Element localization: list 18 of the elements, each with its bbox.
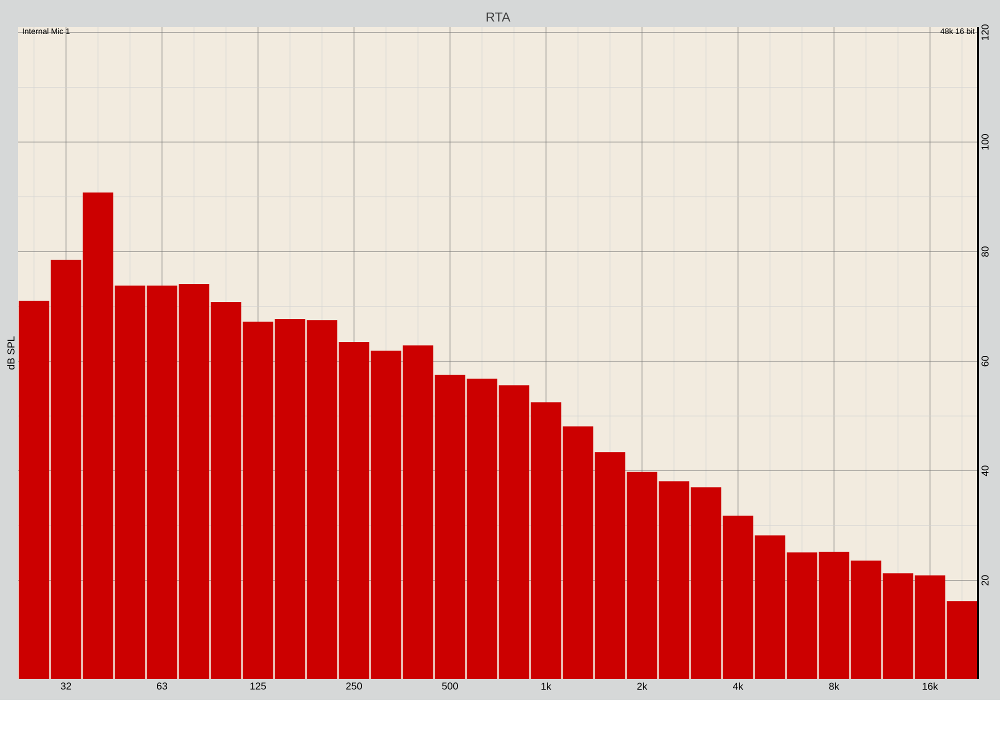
x-tick-label: 1k [542, 682, 552, 690]
y-tick-label: 120 [982, 24, 989, 40]
chart-title: RTA [486, 12, 510, 22]
x-tick-label: 250 [346, 682, 362, 690]
y-tick-label: 20 [982, 575, 989, 586]
y-tick-label: 40 [982, 466, 989, 476]
y-tick-label: 80 [982, 246, 989, 257]
x-tick-label: 63 [156, 682, 168, 690]
y-axis-title: dB SPL [7, 336, 14, 370]
y-tick-label: 100 [982, 134, 989, 150]
x-tick-label: 500 [442, 682, 458, 690]
x-tick-label: 32 [60, 682, 72, 690]
y-tick-label: 60 [982, 356, 989, 366]
x-tick-label: 8k [829, 682, 840, 690]
x-tick-label: 16k [922, 682, 938, 690]
x-tick-label: 4k [732, 682, 744, 690]
x-tick-label: 2k [637, 682, 648, 690]
x-tick-label: 125 [250, 682, 266, 690]
